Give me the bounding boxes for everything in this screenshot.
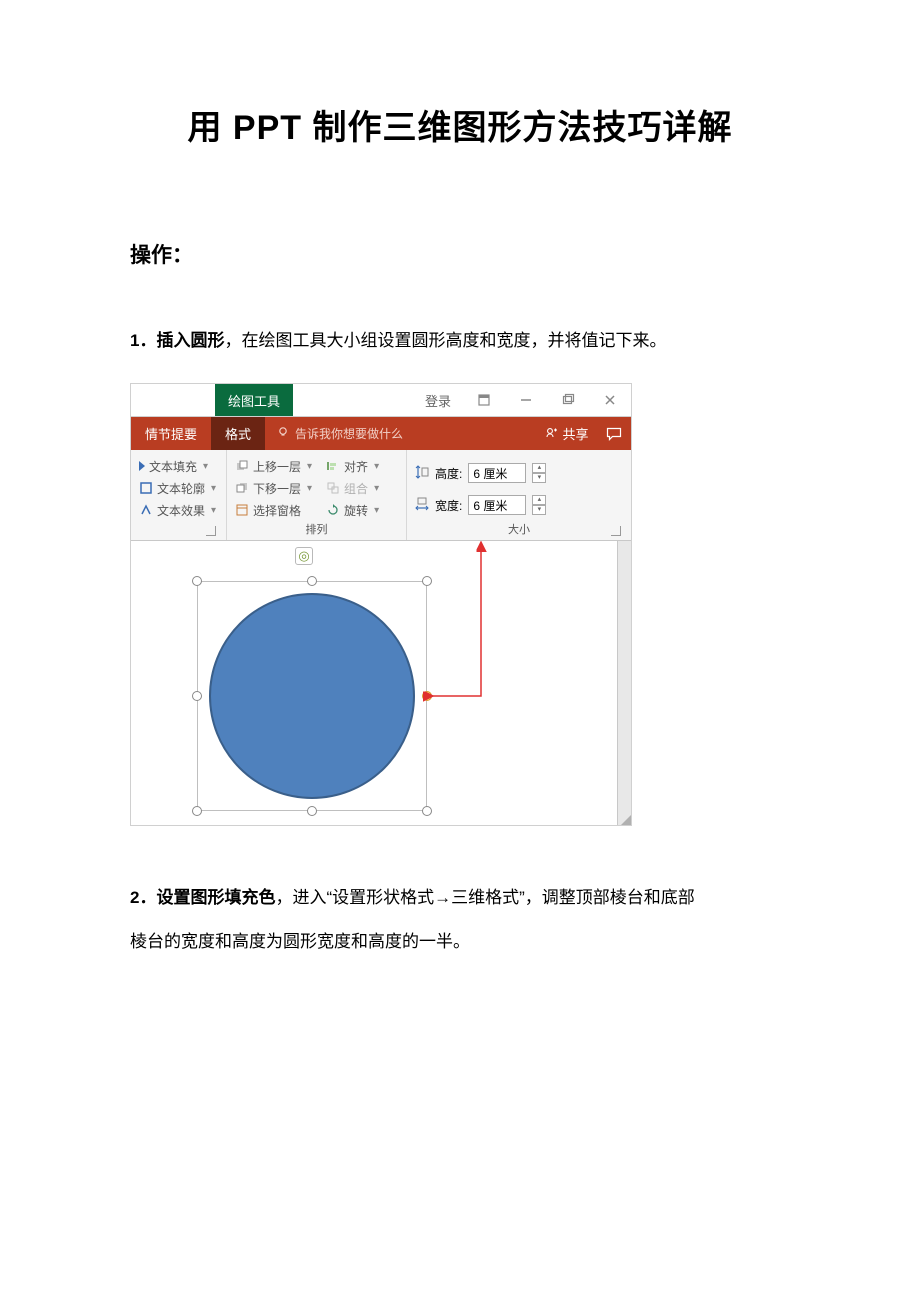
window-titlebar: 绘图工具 登录 bbox=[131, 384, 631, 417]
titlebar-spacer bbox=[293, 384, 413, 416]
chevron-down-icon: ▾ bbox=[307, 483, 312, 494]
step-2-label: 2．设置图形填充色 bbox=[130, 888, 275, 907]
ppt-window: 绘图工具 登录 情节提要 格式 告诉我你想要做 bbox=[130, 383, 632, 826]
ribbon-group-arrange: 上移一层 ▾ 下移一层 ▾ 选择窗格 bbox=[227, 450, 407, 540]
chevron-down-icon: ▾ bbox=[203, 461, 208, 472]
share-icon bbox=[545, 426, 558, 442]
selection-pane-icon bbox=[235, 503, 249, 517]
ribbon-tab-row: 情节提要 格式 告诉我你想要做什么 共享 bbox=[131, 417, 631, 450]
share-button[interactable]: 共享 bbox=[537, 417, 597, 450]
contextual-tab-label: 绘图工具 bbox=[215, 384, 293, 416]
chevron-down-icon: ▾ bbox=[211, 483, 216, 494]
text-outline-button[interactable]: 文本轮廓 ▾ bbox=[139, 478, 218, 498]
selection-pane-label: 选择窗格 bbox=[253, 502, 301, 519]
send-backward-icon bbox=[235, 481, 249, 495]
group-footer bbox=[139, 520, 218, 538]
slide-canvas[interactable]: ◎ bbox=[131, 541, 631, 825]
text-fill-label: 文本填充 bbox=[149, 458, 197, 475]
tell-me-search[interactable]: 告诉我你想要做什么 bbox=[265, 417, 537, 450]
align-button[interactable]: 对齐 ▾ bbox=[326, 456, 379, 476]
page-title: 用 PPT 制作三维图形方法技巧详解 bbox=[130, 100, 790, 149]
rotate-button[interactable]: 旋转 ▾ bbox=[326, 500, 379, 520]
text-effects-icon bbox=[139, 503, 153, 517]
ribbon-group-size: 高度: 6 厘米 ▴▾ 宽度: 6 厘米 ▴▾ 大小 bbox=[407, 450, 631, 540]
close-icon[interactable] bbox=[589, 384, 631, 416]
text-effects-label: 文本效果 bbox=[157, 502, 205, 519]
step-1: 1．插入圆形，在绘图工具大小组设置圆形高度和宽度，并将值记下来。 bbox=[130, 319, 790, 363]
step-2-text-b: 棱台的宽度和高度为圆形宽度和高度的一半。 bbox=[130, 932, 470, 951]
step-2: 2．设置图形填充色，进入“设置形状格式→三维格式”，调整顶部棱台和底部 棱台的宽… bbox=[130, 876, 790, 964]
width-row: 宽度: 6 厘米 ▴▾ bbox=[415, 492, 623, 518]
width-input[interactable]: 6 厘米 bbox=[468, 495, 526, 515]
text-fill-button[interactable]: 文本填充 ▾ bbox=[139, 456, 218, 476]
align-label: 对齐 bbox=[344, 458, 368, 475]
step-1-text: ，在绘图工具大小组设置圆形高度和宽度，并将值记下来。 bbox=[224, 331, 666, 350]
height-row: 高度: 6 厘米 ▴▾ bbox=[415, 460, 623, 486]
chevron-down-icon: ▾ bbox=[374, 461, 379, 472]
group-button[interactable]: 组合 ▾ bbox=[326, 478, 379, 498]
minimize-icon[interactable] bbox=[505, 384, 547, 416]
selection-pane-button[interactable]: 选择窗格 bbox=[235, 500, 312, 520]
chevron-down-icon: ▾ bbox=[211, 505, 216, 516]
send-backward-label: 下移一层 bbox=[253, 480, 301, 497]
send-backward-button[interactable]: 下移一层 ▾ bbox=[235, 478, 312, 498]
chevron-down-icon: ▾ bbox=[307, 461, 312, 472]
size-group-label: 大小 bbox=[415, 520, 623, 538]
arrange-group-label: 排列 bbox=[235, 520, 398, 538]
bring-forward-button[interactable]: 上移一层 ▾ bbox=[235, 456, 312, 476]
lightbulb-icon bbox=[277, 426, 289, 441]
width-icon bbox=[415, 497, 429, 514]
dialog-launcher-icon[interactable] bbox=[611, 526, 621, 536]
height-input[interactable]: 6 厘米 bbox=[468, 463, 526, 483]
height-icon bbox=[415, 465, 429, 482]
chevron-down-icon: ▾ bbox=[374, 505, 379, 516]
text-outline-label: 文本轮廓 bbox=[157, 480, 205, 497]
tell-me-placeholder: 告诉我你想要做什么 bbox=[295, 425, 403, 442]
width-label: 宽度: bbox=[435, 497, 462, 514]
bring-forward-label: 上移一层 bbox=[253, 458, 301, 475]
comment-icon bbox=[606, 427, 622, 441]
height-spinner[interactable]: ▴▾ bbox=[532, 463, 546, 483]
step-1-label: 1．插入圆形 bbox=[130, 331, 224, 350]
signin-button[interactable]: 登录 bbox=[413, 384, 463, 416]
group-label: 组合 bbox=[344, 480, 368, 497]
step-2-text-a: ，进入“设置形状格式→三维格式”，调整顶部棱台和底部 bbox=[275, 888, 694, 907]
titlebar-spacer bbox=[131, 384, 215, 416]
rotate-label: 旋转 bbox=[344, 502, 368, 519]
annotation-arrow bbox=[131, 541, 631, 825]
comments-button[interactable] bbox=[597, 417, 631, 450]
ribbon: 文本填充 ▾ 文本轮廓 ▾ 文本效果 ▾ bbox=[131, 450, 631, 541]
screenshot-1: 绘图工具 登录 情节提要 格式 告诉我你想要做 bbox=[130, 383, 790, 826]
bring-forward-icon bbox=[235, 459, 249, 473]
height-label: 高度: bbox=[435, 465, 462, 482]
maximize-icon[interactable] bbox=[547, 384, 589, 416]
dialog-launcher-icon[interactable] bbox=[206, 526, 216, 536]
share-label: 共享 bbox=[562, 424, 588, 443]
ribbon-options-icon[interactable] bbox=[463, 384, 505, 416]
rotate-icon bbox=[326, 503, 340, 517]
width-spinner[interactable]: ▴▾ bbox=[532, 495, 546, 515]
tab-storyboard[interactable]: 情节提要 bbox=[131, 417, 211, 450]
ribbon-group-wordart: 文本填充 ▾ 文本轮廓 ▾ 文本效果 ▾ bbox=[131, 450, 227, 540]
group-icon bbox=[326, 481, 340, 495]
chevron-down-icon: ▾ bbox=[374, 483, 379, 494]
align-icon bbox=[326, 459, 340, 473]
text-effects-button[interactable]: 文本效果 ▾ bbox=[139, 500, 218, 520]
tab-format[interactable]: 格式 bbox=[211, 417, 265, 450]
section-heading: 操作： bbox=[130, 239, 790, 269]
text-outline-icon bbox=[139, 481, 153, 495]
size-group-text: 大小 bbox=[508, 521, 530, 537]
text-fill-icon bbox=[139, 461, 145, 471]
